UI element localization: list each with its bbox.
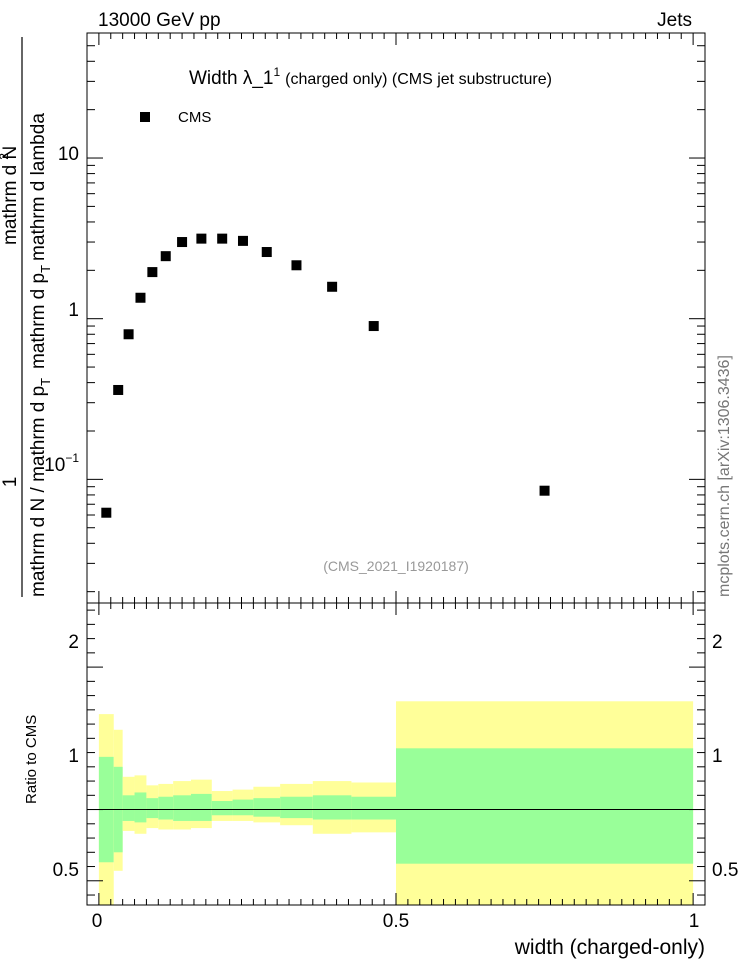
energy-label: 13000 GeV pp (98, 10, 221, 31)
source-label: mcplots.cern.ch [arXiv:1306.3436] (716, 355, 733, 597)
data-points (101, 233, 550, 518)
green-band-bin-9 (232, 799, 254, 816)
analysis-id: (CMS_2021_I1920187) (323, 558, 469, 574)
data-point-11 (291, 260, 302, 271)
data-point-7 (196, 233, 207, 244)
process-label: Jets (657, 10, 692, 31)
legend-label: CMS (178, 109, 211, 126)
xtick-label-1: 1 (689, 911, 700, 932)
data-point-6 (177, 237, 188, 248)
top-ytick-label-10: 10 (58, 144, 79, 165)
ylabel-one: 1 (0, 477, 21, 488)
ylabel-d2n: mathrm d N2 (0, 146, 21, 245)
ratio-ytick-label-1-right: 1 (712, 746, 723, 767)
legend-marker (140, 112, 150, 122)
data-point-12 (327, 281, 338, 292)
top-ytick-label-1: 1 (68, 300, 79, 321)
data-point-3 (135, 292, 146, 303)
data-point-4 (147, 267, 158, 278)
green-band-bin-13 (351, 796, 396, 820)
ylabel-dpt-dlambda: mathrm d pTmathrm d lambda (28, 113, 53, 369)
data-point-5 (160, 251, 171, 262)
ratio-ytick-label-2-left: 2 (68, 632, 79, 653)
green-band-bin-3 (134, 792, 147, 823)
x-axis-label: width (charged-only) (514, 936, 705, 959)
ratio-ytick-label-0.5-right: 0.5 (712, 860, 738, 881)
top-y-axis-label: 1 mathrm d N / mathrm d pT (0, 37, 53, 597)
ratio-ytick-label-0.5-left: 0.5 (53, 860, 79, 881)
green-band-bin-4 (146, 798, 159, 819)
xtick-label-0: 0 (92, 911, 103, 932)
plot-title: Width λ_11 (charged only) (CMS jet substr… (189, 65, 552, 89)
green-band-bin-11 (280, 796, 313, 819)
data-point-8 (217, 233, 228, 244)
ratio-bands (98, 701, 694, 905)
green-band-bin-12 (312, 795, 352, 820)
top-y-axis-label-right: mathrm d N2 mathrm d pTmathrm d lambda (0, 113, 53, 369)
ratio-ytick-label-2-right: 2 (712, 632, 723, 653)
bottom-y-tick-labels: 2 1 0.5 2 1 0.5 (53, 632, 739, 881)
green-band-bin-7 (190, 793, 212, 821)
ratio-y-axis-label: Ratio to CMS (23, 715, 40, 804)
green-band-bin-6 (173, 795, 191, 821)
ratio-ytick-label-1-left: 1 (68, 746, 79, 767)
data-point-2 (123, 329, 134, 340)
data-point-1 (113, 384, 124, 395)
data-point-9 (237, 235, 248, 246)
top-ytick-label-0.1: 10−1 (44, 451, 79, 476)
green-band-bin-10 (253, 798, 281, 817)
green-band-bin-2 (122, 795, 135, 821)
green-band-bin-8 (211, 801, 233, 816)
green-band-bin-5 (158, 796, 174, 820)
x-tick-labels: 0 0.5 1 (92, 911, 700, 932)
data-point-10 (261, 247, 272, 258)
data-point-0 (101, 507, 112, 518)
data-point-13 (368, 321, 379, 332)
axis-ticks (87, 32, 705, 905)
green-band-bin-14 (396, 748, 694, 864)
xtick-label-0.5: 0.5 (383, 911, 409, 932)
data-point-14 (539, 485, 550, 496)
ylabel-denominator: mathrm d N / mathrm d pT (28, 378, 53, 597)
top-y-tick-labels: 10 1 10−1 (44, 144, 79, 476)
